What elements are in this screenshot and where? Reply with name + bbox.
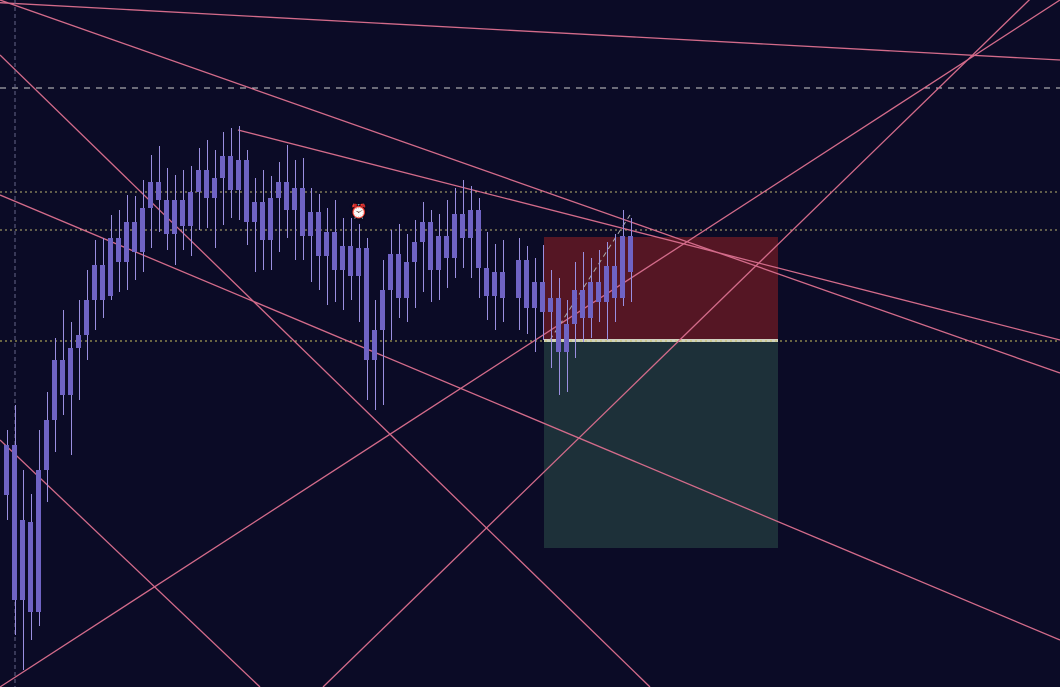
candle-body [532,282,537,308]
candle-body [180,200,185,226]
candle-body [124,222,129,262]
candle-body [564,324,569,352]
candle-body [100,265,105,300]
trend-line [323,0,1060,687]
candle-body [484,268,489,296]
candle-body [588,282,593,318]
trend-line [0,55,650,687]
candle-body [524,260,529,308]
candle-body [628,236,633,272]
candle-body [4,445,9,495]
trend-line [238,130,1060,340]
candle-body [468,210,473,238]
candle-body [356,248,361,276]
candle-body [228,156,233,190]
candle-body [28,522,33,612]
candle-body [596,282,601,302]
candle-wick [279,162,280,252]
candle-body [436,236,441,270]
candle-body [92,265,97,300]
candle-body [76,335,81,348]
candle-body [220,156,225,178]
candle-body [212,178,217,198]
candle-wick [415,220,416,308]
candle-body [284,182,289,210]
candle-body [60,360,65,395]
candle-body [260,202,265,240]
candle-body [556,298,561,352]
candle-body [372,330,377,360]
trend-line [0,0,1060,60]
candle-body [156,182,161,200]
candle-body [428,222,433,270]
candle-body [460,214,465,238]
candle-body [500,272,505,298]
candle-body [516,260,521,298]
candle-body [276,182,281,198]
candle-body [116,238,121,262]
candle-body [324,232,329,256]
candle-body [404,262,409,298]
candle-body [308,212,313,236]
candle-body [292,188,297,210]
candle-body [348,246,353,276]
candle-body [412,242,417,262]
candle-body [20,520,25,600]
candle-body [140,208,145,252]
candle-body [364,248,369,360]
candle-body [300,188,305,236]
candle-body [196,170,201,192]
candle-body [236,160,241,190]
candle-body [572,290,577,324]
candle-body [380,290,385,330]
candle-wick [551,270,552,368]
candle-body [148,182,153,208]
candle-body [188,192,193,226]
candlestick-chart[interactable]: ⏰ [0,0,1060,687]
candle-body [452,214,457,258]
candle-body [492,272,497,296]
candle-body [132,222,137,252]
candle-wick [79,300,80,400]
candle-body [52,360,57,420]
trend-line [0,0,1060,687]
candle-body [612,266,617,298]
candle-body [36,470,41,612]
candle-body [620,236,625,298]
candle-body [444,236,449,258]
candle-body [548,298,553,312]
candle-body [108,238,113,296]
candle-body [420,222,425,242]
candle-body [316,212,321,256]
candle-body [244,160,249,222]
candle-body [580,290,585,318]
candle-body [252,202,257,222]
candle-body [68,348,73,395]
candle-wick [327,208,328,305]
candle-body [540,282,545,312]
candle-body [172,200,177,234]
candle-wick [223,132,224,225]
candle-body [476,210,481,268]
candle-body [604,266,609,302]
candle-body [44,420,49,470]
candle-body [12,445,17,600]
trend-line [0,195,1060,640]
candle-body [340,246,345,270]
candle-body [268,198,273,240]
candle-body [164,200,169,234]
candle-wick [295,160,296,260]
trend-lines-layer [0,0,1060,687]
candle-body [388,254,393,290]
candle-body [332,232,337,270]
candle-wick [383,260,384,405]
candle-wick [215,150,216,248]
candle-body [84,300,89,335]
candle-wick [423,202,424,292]
candle-body [396,254,401,298]
candle-body [204,170,209,198]
candle-wick [255,178,256,272]
